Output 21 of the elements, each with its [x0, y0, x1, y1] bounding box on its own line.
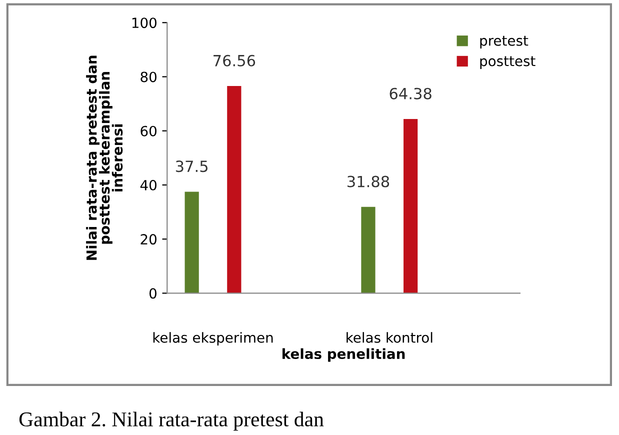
- x-tick-label: kelas kontrol: [346, 332, 432, 343]
- legend-label: posttest: [480, 56, 536, 69]
- bar: [404, 118, 418, 294]
- data-label: 31.88: [348, 176, 390, 188]
- y-tick-label: 100: [132, 18, 156, 28]
- bar: [227, 86, 242, 294]
- bar: [184, 192, 199, 294]
- x-axis-title: kelas penelitian: [282, 348, 405, 362]
- data-label: 76.56: [214, 54, 256, 66]
- text: Gambar 2. Nilai rata-rata pretest dan: [19, 412, 324, 431]
- legend-label: pretest: [480, 36, 528, 49]
- y-tick-label: 80: [140, 72, 156, 82]
- y-axis-title: Nilai rata-rata pretest dan posttest keterampilan inferensi: [86, 56, 123, 260]
- x-tick-label: kelas eksperimen: [153, 332, 273, 346]
- bar: [361, 206, 376, 294]
- y-tick-label: 0: [149, 288, 156, 299]
- data-label: 37.5: [176, 160, 208, 172]
- y-tick-label: 20: [140, 234, 156, 245]
- y-tick-label: 60: [140, 126, 156, 136]
- data-label: 64.38: [390, 88, 432, 100]
- y-tick-label: 40: [140, 180, 156, 190]
